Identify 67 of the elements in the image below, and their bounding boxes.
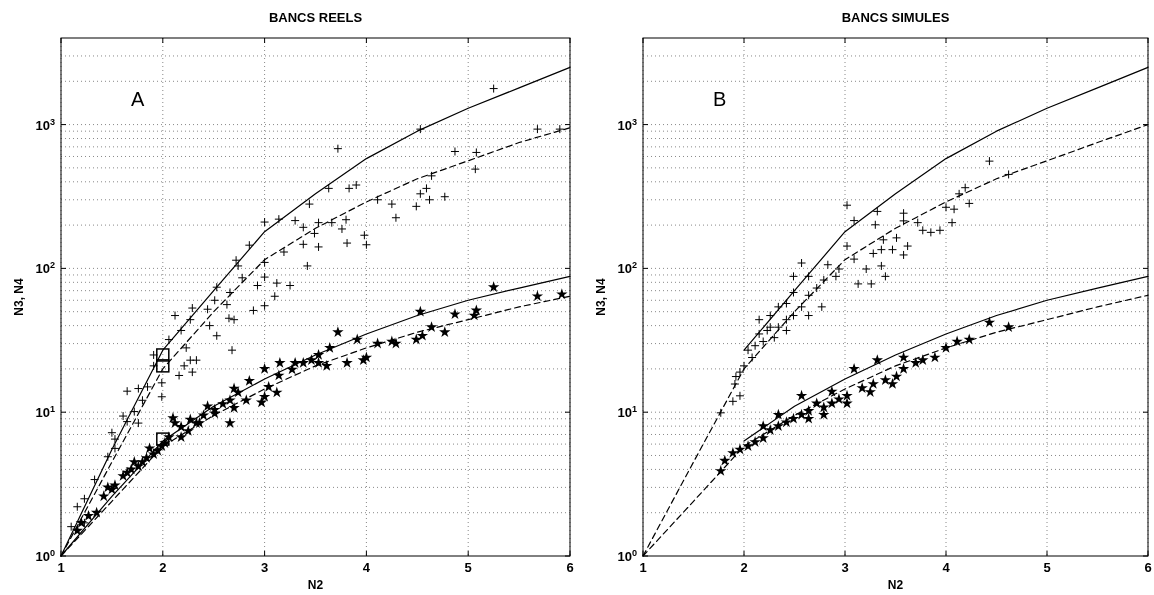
point bbox=[795, 389, 808, 401]
point bbox=[727, 447, 739, 458]
point bbox=[841, 397, 853, 409]
x-tick-label: 5 bbox=[464, 560, 472, 575]
point bbox=[757, 420, 769, 431]
y-tick-label: 10$^{2}$ bbox=[35, 260, 55, 277]
y-axis-title: N3, N4 bbox=[12, 278, 26, 316]
point bbox=[897, 362, 910, 374]
point bbox=[818, 401, 830, 413]
x-tick-label: 1 bbox=[57, 560, 65, 575]
x-tick-label: 3 bbox=[260, 560, 269, 575]
y-tick-label: 10$^{3}$ bbox=[35, 116, 55, 133]
annotation: A bbox=[131, 88, 145, 110]
x-tick-label: 2 bbox=[159, 560, 167, 575]
point bbox=[833, 393, 845, 405]
point bbox=[951, 335, 963, 347]
chart-title: BANCS SIMULES bbox=[841, 10, 950, 25]
point bbox=[848, 362, 860, 374]
x-tick-label: 6 bbox=[566, 560, 574, 575]
point bbox=[156, 432, 170, 446]
x-tick-label: 4 bbox=[362, 560, 371, 575]
point bbox=[841, 389, 853, 401]
point bbox=[856, 382, 868, 393]
point bbox=[787, 412, 800, 424]
point bbox=[802, 404, 815, 416]
point bbox=[940, 341, 952, 353]
x-tick-label: 4 bbox=[942, 560, 951, 575]
x-tick-label: 3 bbox=[841, 560, 849, 575]
point bbox=[1002, 321, 1015, 333]
point bbox=[897, 351, 910, 363]
point bbox=[890, 370, 903, 382]
point bbox=[772, 420, 785, 431]
point bbox=[719, 454, 731, 466]
point bbox=[772, 408, 785, 420]
y-tick-label: 10$^{1}$ bbox=[35, 404, 55, 421]
point bbox=[156, 348, 170, 362]
x-tick-label: 2 bbox=[740, 560, 748, 575]
point bbox=[867, 378, 879, 389]
point bbox=[742, 440, 754, 452]
point bbox=[764, 424, 776, 435]
point bbox=[715, 465, 727, 476]
point bbox=[811, 397, 823, 409]
y-tick-label: 10$^{3}$ bbox=[617, 116, 637, 133]
x-axis-title: N2 bbox=[307, 578, 324, 592]
chart-title: BANCS REELS bbox=[268, 10, 363, 25]
point bbox=[983, 316, 996, 328]
x-tick-label: 5 bbox=[1043, 560, 1051, 575]
point bbox=[871, 354, 883, 365]
y-tick-label: 10$^{1}$ bbox=[617, 404, 637, 421]
point bbox=[749, 436, 761, 447]
point bbox=[917, 354, 929, 365]
point bbox=[879, 374, 892, 385]
point bbox=[734, 443, 746, 455]
point bbox=[156, 359, 170, 373]
annotation: B bbox=[713, 88, 727, 110]
x-axis-title: N2 bbox=[887, 578, 904, 592]
y-axis-title: N3, N4 bbox=[594, 278, 608, 316]
point bbox=[910, 356, 922, 368]
y-tick-label: 10$^{2}$ bbox=[617, 260, 637, 277]
point bbox=[818, 408, 830, 420]
y-tick-label: 10$^{0}$ bbox=[35, 548, 55, 564]
point bbox=[826, 385, 838, 397]
x-tick-label: 6 bbox=[1144, 560, 1152, 575]
point bbox=[757, 432, 769, 443]
x-tick-label: 1 bbox=[639, 560, 647, 575]
point bbox=[864, 386, 876, 397]
y-tick-label: 10$^{0}$ bbox=[617, 548, 637, 564]
